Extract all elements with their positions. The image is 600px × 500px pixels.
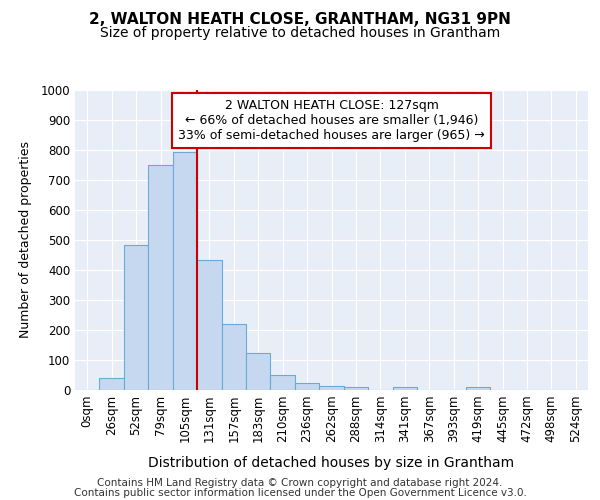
Bar [466,387,490,390]
Bar [392,387,417,390]
Bar [319,386,344,390]
Bar [100,378,124,390]
Text: Size of property relative to detached houses in Grantham: Size of property relative to detached ho… [100,26,500,40]
Bar [295,382,319,390]
Bar [246,352,271,390]
Text: 2 WALTON HEATH CLOSE: 127sqm
← 66% of detached houses are smaller (1,946)
33% of: 2 WALTON HEATH CLOSE: 127sqm ← 66% of de… [178,99,485,142]
Bar [124,244,148,390]
Bar [197,260,221,390]
Bar [148,165,173,390]
Bar [221,324,246,390]
X-axis label: Distribution of detached houses by size in Grantham: Distribution of detached houses by size … [148,456,515,470]
Bar [344,387,368,390]
Text: Contains public sector information licensed under the Open Government Licence v3: Contains public sector information licen… [74,488,526,498]
Text: Contains HM Land Registry data © Crown copyright and database right 2024.: Contains HM Land Registry data © Crown c… [97,478,503,488]
Text: 2, WALTON HEATH CLOSE, GRANTHAM, NG31 9PN: 2, WALTON HEATH CLOSE, GRANTHAM, NG31 9P… [89,12,511,28]
Bar [173,152,197,390]
Y-axis label: Number of detached properties: Number of detached properties [19,142,32,338]
Bar [271,375,295,390]
